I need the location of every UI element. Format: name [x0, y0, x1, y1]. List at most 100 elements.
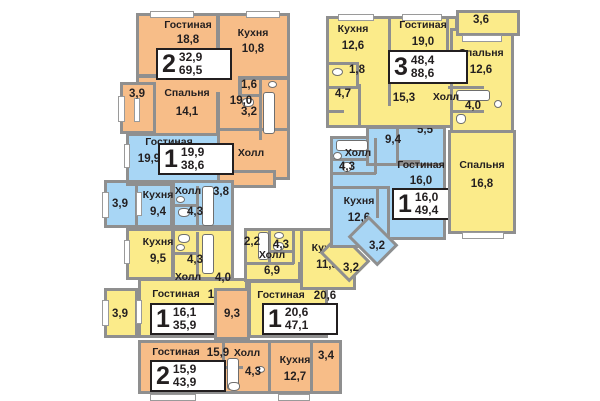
wall-partition [238, 78, 242, 96]
apartment-badge-1-38-6[interactable]: 1 19,9 38,6 [158, 143, 234, 175]
balcony-3-6[interactable] [456, 10, 520, 36]
room-area-19-9: 19,9 [137, 153, 161, 165]
sink-fixture [268, 81, 277, 88]
room-area-18-8: 18,8 [176, 34, 200, 46]
room-label-holl-3room: Холл [432, 91, 460, 103]
room-area-4-3-a: 4,3 [187, 206, 203, 218]
wall-partition [452, 110, 484, 113]
badge-total-area: 69,5 [178, 63, 203, 77]
badge-rooms-count: 1 [268, 304, 282, 333]
window [124, 240, 130, 264]
room-label-holl-6-9: Холл [258, 249, 286, 261]
bathtub-fixture [336, 140, 368, 151]
room-label-holl-3-8: Холл [174, 185, 202, 197]
room-area-15-3: 15,3 [392, 92, 416, 104]
bathtub-fixture [258, 232, 269, 260]
wall-partition [271, 250, 292, 253]
window [338, 14, 374, 21]
room-area-4-7: 4,7 [335, 88, 351, 100]
badge-living-area: 48,4 [410, 53, 435, 68]
wall-partition [356, 62, 359, 88]
room-label-spalnya: Спальня [164, 87, 210, 99]
wall-partition [196, 232, 199, 278]
apartment-badge-2-43-9[interactable]: 2 15,9 43,9 [150, 360, 226, 392]
toilet-fixture [178, 208, 190, 217]
room-area-14-1: 14,1 [175, 106, 199, 118]
room-area-3-2-yellow: 3,2 [343, 262, 359, 274]
wall-partition [246, 262, 294, 265]
room-area-1-8: 1,8 [349, 64, 365, 76]
toilet-fixture [178, 234, 190, 243]
wall-partition [448, 86, 484, 89]
room-area-20-6-title: 20,6 [313, 290, 337, 302]
wall-partition [174, 204, 196, 207]
badge-rooms-count: 3 [394, 52, 408, 81]
toilet-fixture [242, 98, 254, 107]
room-label-holl-bottom: Холл [233, 347, 261, 359]
room-area-3-6: 3,6 [473, 14, 489, 26]
balcony-3-9-low[interactable] [104, 288, 138, 338]
badge-rooms-count: 1 [156, 304, 170, 333]
room-area-2-2: 2,2 [244, 236, 260, 248]
toilet-fixture [456, 114, 466, 124]
wall-partition [216, 16, 220, 68]
room-label-kuhnya: Кухня [237, 27, 269, 39]
room-area-3-8: 3,8 [213, 186, 229, 198]
window [402, 14, 442, 21]
wall-partition [126, 182, 174, 186]
room-area-19-0-g: 19,0 [411, 36, 435, 48]
wall-partition [259, 78, 262, 140]
bathtub-fixture [456, 90, 490, 101]
sink-fixture [494, 100, 502, 108]
window [124, 144, 130, 168]
room-area-4-3-d: 4,3 [273, 239, 289, 251]
sink-fixture [176, 196, 185, 203]
room-label-spalnya-16-8: Спальня [459, 159, 505, 171]
badge-total-area: 88,6 [410, 66, 435, 80]
sink-fixture [332, 68, 343, 76]
apartment-badge-1-35-9[interactable]: 1 16,1 35,9 [150, 303, 226, 335]
badge-rooms-count: 2 [156, 361, 170, 390]
wall-partition [171, 182, 175, 228]
wall-partition [268, 342, 271, 394]
room-area-16-8: 16,8 [470, 178, 494, 190]
toilet-fixture [342, 162, 352, 172]
apartment-badge-2-69-5[interactable]: 2 32,9 69,5 [156, 48, 232, 80]
window [246, 11, 280, 18]
room-label-kuhnya-9-5: Кухня [142, 236, 174, 248]
apartment-badge-3-88-6[interactable]: 3 48,4 88,6 [388, 50, 468, 84]
badge-rooms-count: 2 [162, 49, 176, 78]
bathtub-fixture [263, 92, 275, 134]
badge-living-area: 20,6 [284, 305, 309, 320]
room-label-spalnya-12-6: Спальня [458, 47, 504, 59]
window [136, 192, 142, 216]
room-area-1-6: 1,6 [241, 79, 257, 91]
badge-living-area: 16,0 [414, 190, 439, 205]
balcony-3-4[interactable] [310, 340, 342, 394]
room-label-kuhnya-12-7: Кухня [279, 354, 311, 366]
room-area-3-9-top: 3,9 [129, 88, 145, 100]
wall-partition [171, 230, 175, 278]
room-area-10-8: 10,8 [241, 43, 265, 55]
window [462, 35, 502, 42]
wall-partition [330, 158, 368, 161]
wall-partition [292, 230, 295, 264]
room-area-12-6-kuhnya: 12,6 [341, 40, 365, 52]
wall-partition [388, 18, 391, 74]
wall-partition [196, 186, 199, 228]
room-area-4-3-c: 4,3 [245, 366, 261, 378]
wall-partition [396, 128, 399, 164]
bedroom-16-8-body[interactable] [448, 130, 516, 234]
badge-total-area: 49,4 [414, 203, 439, 217]
window [102, 300, 109, 326]
window [462, 232, 504, 239]
room-area-9-4-b: 9,4 [385, 134, 401, 146]
sink-fixture [176, 244, 185, 251]
apartment-badge-1-47-1[interactable]: 1 20,6 47,1 [262, 303, 338, 335]
badge-total-area: 35,9 [172, 318, 197, 332]
room-area-4-3-b: 4,3 [187, 254, 203, 266]
room-area-4-3-e: 4,3 [339, 161, 355, 173]
badge-total-area: 38,6 [180, 158, 205, 172]
room-area-3-2-blue: 3,2 [369, 240, 385, 252]
